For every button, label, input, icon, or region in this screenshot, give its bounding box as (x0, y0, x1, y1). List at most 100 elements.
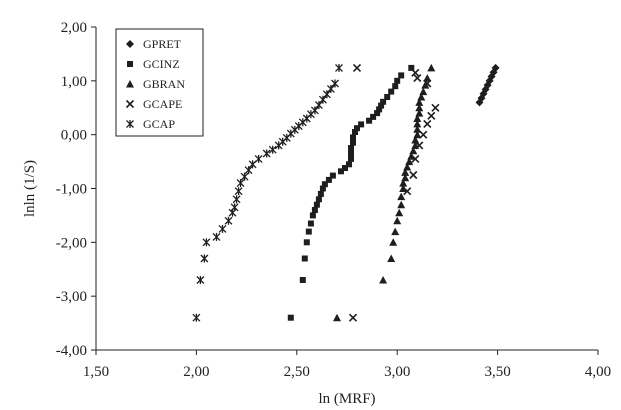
data-point (299, 277, 306, 283)
data-point (394, 77, 401, 84)
data-point (389, 238, 398, 246)
data-point (413, 125, 422, 133)
data-points (192, 63, 500, 322)
data-point (411, 68, 420, 77)
data-point (192, 313, 201, 322)
data-point (196, 276, 205, 284)
data-point (413, 119, 422, 128)
data-point (331, 79, 339, 88)
data-point (384, 94, 391, 100)
data-point (325, 176, 332, 183)
data-point (491, 63, 500, 72)
series-gbran (333, 63, 436, 322)
legend-marker (125, 99, 135, 109)
data-point (423, 74, 432, 82)
data-point (218, 224, 227, 233)
data-point (315, 196, 322, 203)
data-point (366, 117, 373, 124)
x-axis-title: ln (MRF) (318, 391, 375, 407)
data-point (431, 103, 440, 112)
data-point (397, 200, 406, 209)
data-point (401, 173, 410, 182)
legend-label: GCAPE (143, 97, 182, 111)
data-point (354, 125, 360, 132)
data-point (224, 216, 233, 225)
data-point (411, 154, 420, 163)
data-point (212, 232, 221, 241)
data-point (200, 254, 209, 263)
y-tick-label: -3,00 (56, 289, 87, 305)
data-point (419, 87, 428, 96)
data-point (374, 110, 381, 117)
data-point (244, 166, 253, 175)
series-gcap (192, 63, 343, 322)
legend-marker (126, 120, 134, 128)
data-point (333, 313, 341, 322)
data-point (408, 64, 415, 71)
data-point (254, 154, 263, 163)
data-point (401, 168, 410, 176)
series-gcape (348, 63, 440, 322)
data-point (423, 79, 432, 88)
data-point (415, 109, 424, 117)
tick-labels: 1,50 2,00 2,50 3,00 3,50 4,00 -4,00 -3,00 -2,00 -… (56, 20, 611, 380)
y-tick-label: 1,00 (61, 74, 87, 90)
data-point (391, 227, 400, 236)
data-point (403, 163, 412, 171)
data-point (352, 63, 362, 72)
legend-marker (126, 80, 134, 88)
data-point (262, 149, 271, 158)
legend-label: GCAP (143, 117, 175, 131)
data-point (310, 106, 319, 115)
data-point (352, 129, 358, 135)
data-point (236, 179, 245, 188)
y-tick-label: -1,00 (56, 182, 87, 198)
x-tick-label: 2,50 (284, 364, 310, 380)
y-tick-label: 0,00 (61, 128, 87, 144)
data-point (317, 190, 324, 197)
data-point (287, 314, 294, 321)
data-point (413, 130, 422, 139)
data-point (358, 121, 365, 128)
data-point (350, 134, 356, 141)
data-point (301, 255, 308, 262)
data-point (409, 170, 418, 180)
data-point (393, 216, 402, 225)
data-point (326, 84, 335, 93)
legend: GPRET GCINZ GBRAN GCAPE GCAP (115, 28, 204, 137)
data-point (240, 172, 249, 181)
series-gcinz (287, 64, 415, 321)
data-point (311, 207, 318, 213)
data-point (411, 136, 420, 144)
data-point (348, 155, 354, 162)
data-point (329, 172, 336, 179)
data-point (303, 239, 310, 246)
y-tick-label: -4,00 (56, 343, 87, 359)
data-point (348, 313, 358, 322)
legend-label: GBRAN (143, 77, 185, 91)
data-point (405, 157, 414, 166)
data-point (248, 160, 257, 169)
x-tick-label: 4,00 (585, 364, 611, 380)
data-point (230, 203, 239, 212)
data-point (319, 185, 326, 192)
data-point (348, 145, 354, 152)
legend-label: GPRET (143, 37, 182, 51)
data-point (321, 181, 328, 188)
x-tick-label: 1,50 (83, 364, 109, 380)
data-point (413, 74, 422, 83)
data-point (397, 192, 406, 201)
x-tick-label: 3,50 (484, 364, 510, 380)
y-tick-label: -2,00 (56, 235, 87, 251)
data-point (417, 93, 426, 101)
data-point (415, 98, 424, 106)
data-point (309, 212, 316, 219)
data-point (232, 195, 241, 204)
data-point (370, 113, 377, 120)
data-point (346, 161, 352, 168)
data-point (307, 220, 314, 227)
data-point (305, 228, 312, 235)
data-point (409, 146, 418, 155)
data-point (318, 95, 327, 104)
